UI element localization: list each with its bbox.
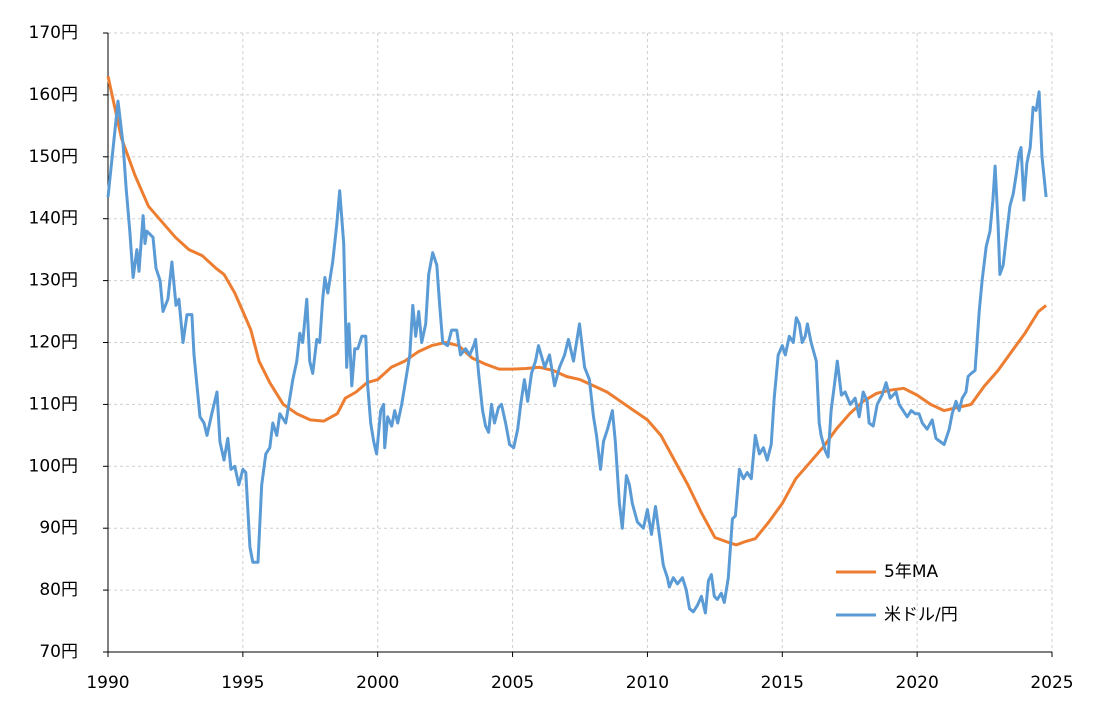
y-tick-label: 160円 xyxy=(29,85,78,105)
y-tick-label: 80円 xyxy=(39,580,78,600)
y-tick-label: 140円 xyxy=(29,209,78,229)
series-line xyxy=(106,90,1048,615)
y-tick-label: 110円 xyxy=(29,394,78,414)
y-tick-label: 90円 xyxy=(39,518,78,538)
y-tick-label: 170円 xyxy=(29,23,78,43)
y-tick-label: 100円 xyxy=(29,456,78,476)
x-tick-label: 2015 xyxy=(761,673,804,693)
y-tick-label: 70円 xyxy=(39,642,78,662)
series-line xyxy=(106,75,1048,547)
legend-label: 米ドル/円 xyxy=(884,605,958,625)
y-tick-label: 120円 xyxy=(29,333,78,353)
x-tick-label: 2005 xyxy=(491,673,534,693)
legend-label: 5年MA xyxy=(884,562,938,582)
y-tick-label: 150円 xyxy=(29,147,78,167)
x-tick-label: 1990 xyxy=(86,673,129,693)
y-tick-label: 130円 xyxy=(29,271,78,291)
x-tick-label: 2000 xyxy=(356,673,399,693)
x-tick-label: 2025 xyxy=(1030,673,1073,693)
x-tick-label: 2020 xyxy=(896,673,939,693)
x-tick-label: 1995 xyxy=(221,673,264,693)
x-tick-label: 2010 xyxy=(626,673,669,693)
